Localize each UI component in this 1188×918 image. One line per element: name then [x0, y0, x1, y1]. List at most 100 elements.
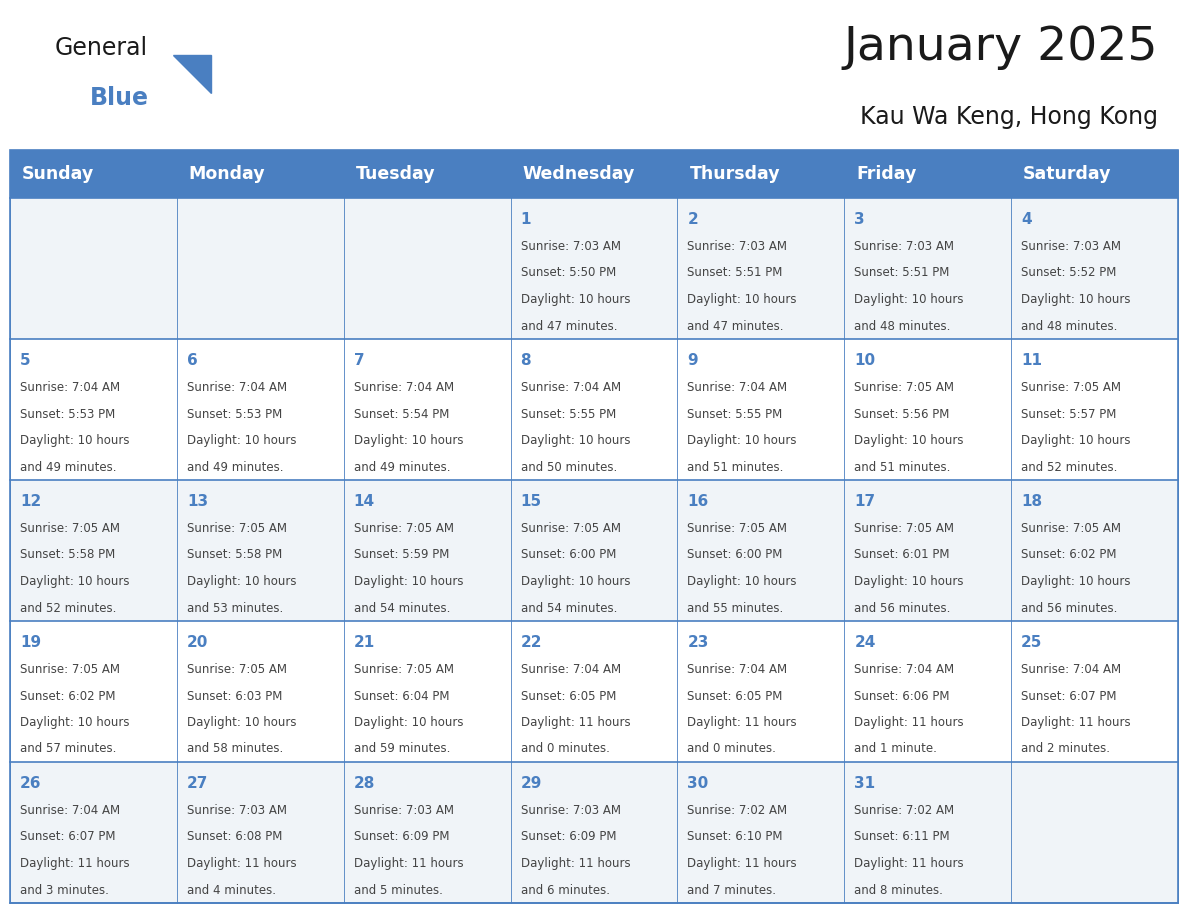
- Text: Daylight: 10 hours: Daylight: 10 hours: [187, 434, 296, 447]
- Text: 8: 8: [520, 353, 531, 368]
- Text: Daylight: 11 hours: Daylight: 11 hours: [854, 857, 963, 870]
- Text: 16: 16: [688, 494, 709, 509]
- Text: Sunset: 5:53 PM: Sunset: 5:53 PM: [20, 408, 115, 420]
- Text: Sunset: 6:05 PM: Sunset: 6:05 PM: [688, 689, 783, 702]
- Text: Sunrise: 7:04 AM: Sunrise: 7:04 AM: [688, 381, 788, 394]
- Text: Sunset: 5:56 PM: Sunset: 5:56 PM: [854, 408, 949, 420]
- Text: Sunrise: 7:03 AM: Sunrise: 7:03 AM: [187, 804, 286, 817]
- Text: Sunset: 5:55 PM: Sunset: 5:55 PM: [520, 408, 615, 420]
- Text: Sunset: 5:58 PM: Sunset: 5:58 PM: [187, 548, 282, 562]
- Text: Daylight: 11 hours: Daylight: 11 hours: [20, 857, 129, 870]
- Text: 3: 3: [854, 212, 865, 227]
- Text: Sunrise: 7:03 AM: Sunrise: 7:03 AM: [354, 804, 454, 817]
- Text: and 8 minutes.: and 8 minutes.: [854, 883, 943, 897]
- Text: Sunset: 5:51 PM: Sunset: 5:51 PM: [854, 266, 949, 279]
- Text: Sunrise: 7:05 AM: Sunrise: 7:05 AM: [354, 522, 454, 535]
- Bar: [10, 480, 1178, 621]
- Text: Daylight: 10 hours: Daylight: 10 hours: [520, 434, 630, 447]
- Text: Sunset: 5:55 PM: Sunset: 5:55 PM: [688, 408, 783, 420]
- Text: Sunrise: 7:05 AM: Sunrise: 7:05 AM: [688, 522, 788, 535]
- Text: Monday: Monday: [189, 165, 265, 183]
- Text: Sunday: Sunday: [23, 165, 94, 183]
- Text: 2: 2: [688, 212, 699, 227]
- Text: 31: 31: [854, 776, 876, 791]
- Text: and 4 minutes.: and 4 minutes.: [187, 883, 276, 897]
- Text: Sunrise: 7:04 AM: Sunrise: 7:04 AM: [187, 381, 287, 394]
- Text: Sunset: 5:54 PM: Sunset: 5:54 PM: [354, 408, 449, 420]
- Text: Daylight: 10 hours: Daylight: 10 hours: [354, 575, 463, 588]
- Text: and 52 minutes.: and 52 minutes.: [1022, 461, 1118, 474]
- Text: and 0 minutes.: and 0 minutes.: [688, 743, 776, 756]
- Text: 14: 14: [354, 494, 375, 509]
- Text: Sunset: 6:09 PM: Sunset: 6:09 PM: [520, 831, 617, 844]
- Text: and 56 minutes.: and 56 minutes.: [1022, 601, 1118, 614]
- Text: 22: 22: [520, 635, 542, 650]
- Text: Sunrise: 7:04 AM: Sunrise: 7:04 AM: [354, 381, 454, 394]
- Text: 23: 23: [688, 635, 709, 650]
- Text: Sunrise: 7:05 AM: Sunrise: 7:05 AM: [1022, 381, 1121, 394]
- Text: and 54 minutes.: and 54 minutes.: [354, 601, 450, 614]
- Text: Sunset: 6:10 PM: Sunset: 6:10 PM: [688, 831, 783, 844]
- Text: and 53 minutes.: and 53 minutes.: [187, 601, 283, 614]
- Polygon shape: [173, 55, 211, 93]
- Text: Daylight: 10 hours: Daylight: 10 hours: [1022, 575, 1131, 588]
- Text: Daylight: 11 hours: Daylight: 11 hours: [520, 857, 630, 870]
- Text: General: General: [55, 36, 148, 60]
- Text: and 59 minutes.: and 59 minutes.: [354, 743, 450, 756]
- Text: Sunrise: 7:03 AM: Sunrise: 7:03 AM: [854, 240, 954, 253]
- Text: 25: 25: [1022, 635, 1043, 650]
- Text: and 57 minutes.: and 57 minutes.: [20, 743, 116, 756]
- Text: and 55 minutes.: and 55 minutes.: [688, 601, 784, 614]
- Text: Daylight: 10 hours: Daylight: 10 hours: [854, 575, 963, 588]
- Text: 29: 29: [520, 776, 542, 791]
- Text: Daylight: 10 hours: Daylight: 10 hours: [187, 575, 296, 588]
- Text: Daylight: 10 hours: Daylight: 10 hours: [688, 575, 797, 588]
- Text: Sunrise: 7:04 AM: Sunrise: 7:04 AM: [20, 804, 120, 817]
- Text: Daylight: 10 hours: Daylight: 10 hours: [854, 293, 963, 306]
- Text: and 7 minutes.: and 7 minutes.: [688, 883, 777, 897]
- Text: Sunset: 6:00 PM: Sunset: 6:00 PM: [688, 548, 783, 562]
- Text: Sunrise: 7:03 AM: Sunrise: 7:03 AM: [688, 240, 788, 253]
- Text: Daylight: 10 hours: Daylight: 10 hours: [354, 434, 463, 447]
- Text: 12: 12: [20, 494, 42, 509]
- Text: 7: 7: [354, 353, 365, 368]
- Text: and 5 minutes.: and 5 minutes.: [354, 883, 443, 897]
- Text: January 2025: January 2025: [843, 25, 1158, 70]
- Text: Daylight: 10 hours: Daylight: 10 hours: [688, 293, 797, 306]
- Text: Daylight: 10 hours: Daylight: 10 hours: [20, 434, 129, 447]
- Text: Sunrise: 7:05 AM: Sunrise: 7:05 AM: [520, 522, 620, 535]
- Text: Sunset: 5:51 PM: Sunset: 5:51 PM: [688, 266, 783, 279]
- Bar: [10, 150, 1178, 198]
- Text: Sunset: 6:08 PM: Sunset: 6:08 PM: [187, 831, 283, 844]
- Text: Sunrise: 7:04 AM: Sunrise: 7:04 AM: [520, 381, 620, 394]
- Text: Daylight: 11 hours: Daylight: 11 hours: [354, 857, 463, 870]
- Text: and 3 minutes.: and 3 minutes.: [20, 883, 109, 897]
- Text: Daylight: 11 hours: Daylight: 11 hours: [520, 716, 630, 729]
- Text: and 47 minutes.: and 47 minutes.: [688, 319, 784, 332]
- Text: and 1 minute.: and 1 minute.: [854, 743, 937, 756]
- Text: 4: 4: [1022, 212, 1031, 227]
- Text: and 56 minutes.: and 56 minutes.: [854, 601, 950, 614]
- Text: Sunrise: 7:05 AM: Sunrise: 7:05 AM: [854, 522, 954, 535]
- Text: Saturday: Saturday: [1023, 165, 1112, 183]
- Text: 5: 5: [20, 353, 31, 368]
- Text: Sunset: 5:52 PM: Sunset: 5:52 PM: [1022, 266, 1117, 279]
- Text: 28: 28: [354, 776, 375, 791]
- Bar: [10, 198, 1178, 339]
- Text: Sunrise: 7:05 AM: Sunrise: 7:05 AM: [187, 522, 286, 535]
- Text: Daylight: 10 hours: Daylight: 10 hours: [1022, 293, 1131, 306]
- Text: Sunset: 5:58 PM: Sunset: 5:58 PM: [20, 548, 115, 562]
- Text: Sunrise: 7:04 AM: Sunrise: 7:04 AM: [688, 663, 788, 676]
- Text: Daylight: 10 hours: Daylight: 10 hours: [187, 716, 296, 729]
- Text: Sunset: 6:01 PM: Sunset: 6:01 PM: [854, 548, 949, 562]
- Text: Daylight: 11 hours: Daylight: 11 hours: [688, 857, 797, 870]
- Text: Friday: Friday: [857, 165, 917, 183]
- Text: Sunset: 6:11 PM: Sunset: 6:11 PM: [854, 831, 950, 844]
- Text: and 47 minutes.: and 47 minutes.: [520, 319, 617, 332]
- Text: Daylight: 11 hours: Daylight: 11 hours: [688, 716, 797, 729]
- Text: Sunset: 6:00 PM: Sunset: 6:00 PM: [520, 548, 615, 562]
- Text: 10: 10: [854, 353, 876, 368]
- Text: Daylight: 10 hours: Daylight: 10 hours: [20, 716, 129, 729]
- Text: Sunrise: 7:02 AM: Sunrise: 7:02 AM: [688, 804, 788, 817]
- Bar: [10, 150, 1178, 903]
